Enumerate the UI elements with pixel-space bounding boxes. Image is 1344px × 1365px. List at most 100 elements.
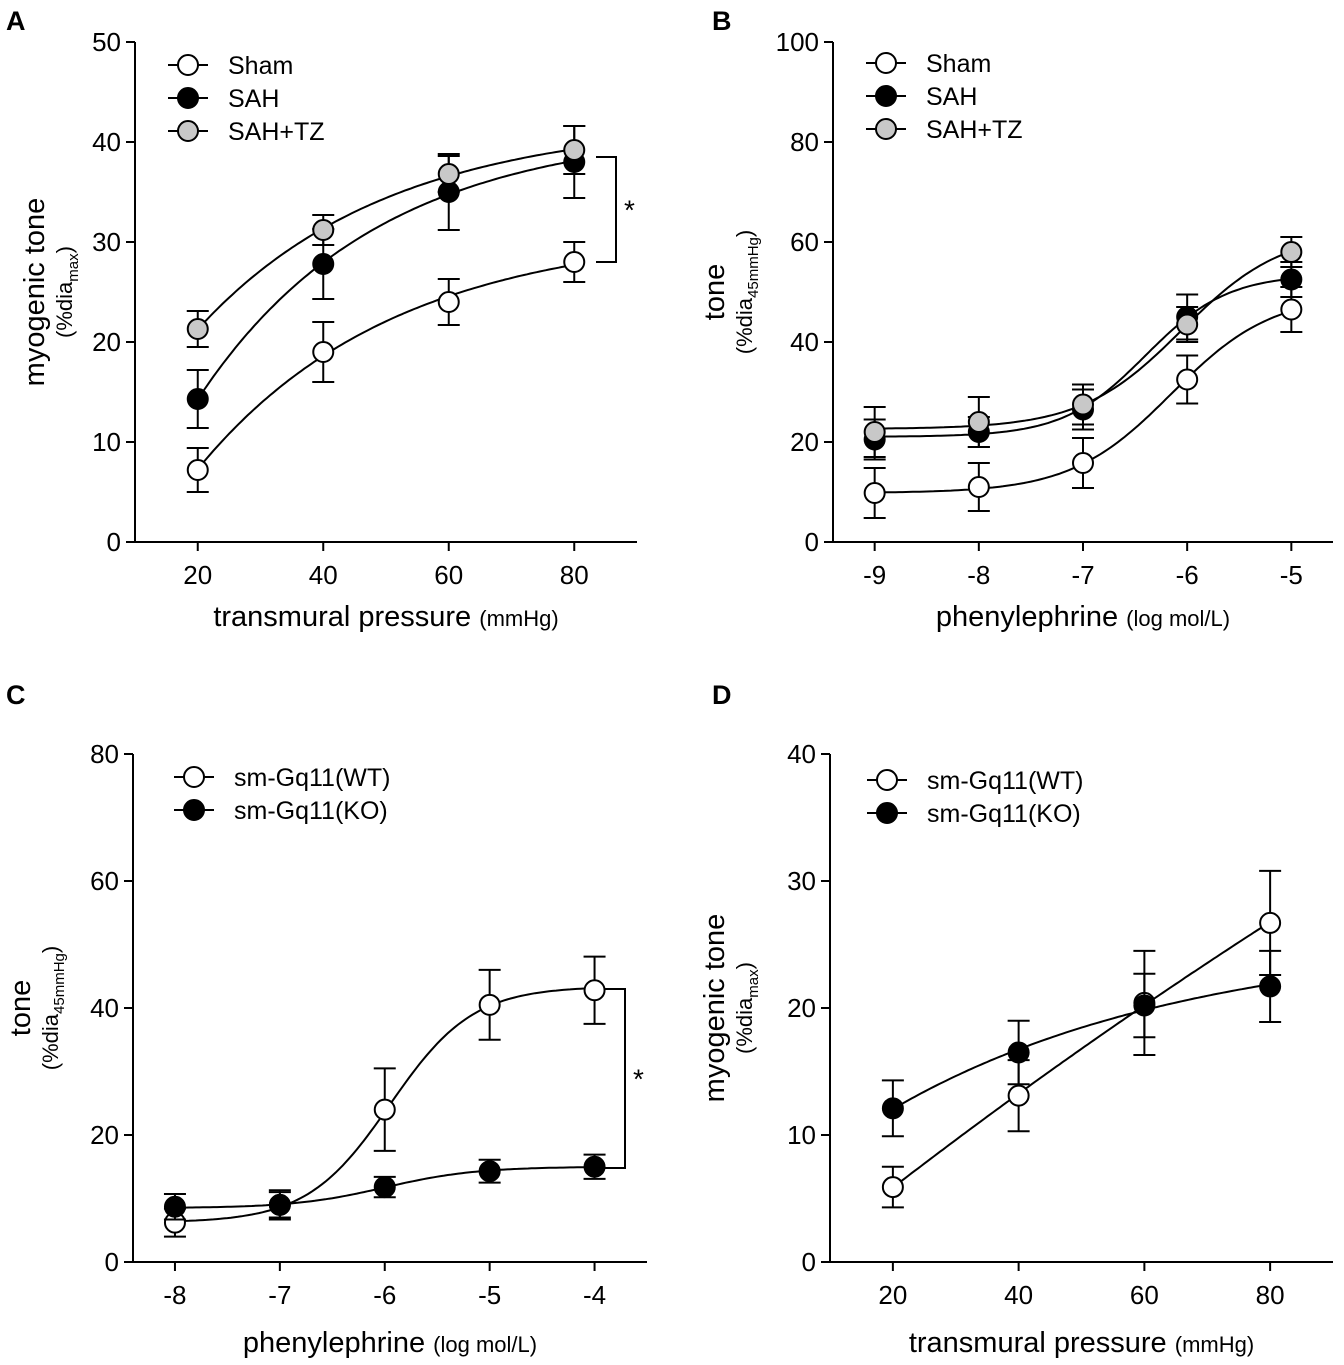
panel-b-y-tick-label: 40 xyxy=(790,327,819,357)
panel-a-legend-label: Sham xyxy=(228,52,293,80)
panel-a-legend-marker xyxy=(177,87,199,109)
panel-c-y-axis-title: tone xyxy=(5,980,37,1036)
panel-a-data-point xyxy=(312,341,335,363)
panel-a-x-tick-label: 60 xyxy=(434,560,463,590)
panel-c-significance-star: * xyxy=(633,1063,644,1094)
panel-c-x-tick-label: -6 xyxy=(373,1280,396,1310)
panel-c-x-tick-label: -5 xyxy=(478,1280,501,1310)
panel-b-data-point xyxy=(967,476,990,498)
panel-a-y-tick-label: 10 xyxy=(92,427,121,457)
panel-d-y-axis-unit: (%diamax) xyxy=(732,962,762,1054)
panel-c-legend-marker xyxy=(183,799,205,821)
panel-d-legend-marker xyxy=(876,802,898,824)
panel-d-legend-marker xyxy=(876,769,898,791)
panel-b-data-point xyxy=(1280,241,1303,263)
panel-a-y-axis-title: myogenic tone xyxy=(19,198,51,387)
panel-d-y-tick-label: 0 xyxy=(802,1247,816,1277)
panel-d-y-tick-label: 40 xyxy=(787,739,816,769)
panel-b-y-tick-label: 60 xyxy=(790,227,819,257)
panel-c-letter: C xyxy=(6,680,26,710)
panel-d-y-tick-label: 10 xyxy=(787,1120,816,1150)
panel-d-data-point xyxy=(1259,911,1282,934)
panel-b-letter: B xyxy=(712,6,732,36)
panel-c: C 0 20 40 60 80 -8 -7 -6 -5 -4 phenylephrine (log … xyxy=(5,680,647,1359)
panel-a-x-tick-label: 40 xyxy=(309,560,338,590)
panel-d-data-point xyxy=(881,1176,904,1199)
panel-d-x-tick-label: 60 xyxy=(1130,1280,1159,1310)
panel-a-fit-line-sah-tz xyxy=(197,148,575,331)
panel-a-data-point xyxy=(186,318,209,340)
panel-c-data-point xyxy=(478,1160,501,1183)
panel-b-data-point xyxy=(1280,268,1303,291)
panel-a-fit-line-sham xyxy=(197,263,575,470)
panel-a-fit-line-sah xyxy=(196,159,575,400)
panel-a-data-point xyxy=(312,219,335,241)
panel-d-y-tick-label: 20 xyxy=(787,993,816,1023)
panel-a-legend-marker xyxy=(177,54,199,76)
panel-b-y-tick-label: 0 xyxy=(805,527,819,557)
panel-b-data-point xyxy=(1176,313,1199,336)
panel-c-data-point xyxy=(373,1176,396,1199)
panel-c-x-tick-label: -4 xyxy=(583,1280,606,1310)
panel-a-y-axis-unit: (%diamax) xyxy=(52,246,82,338)
panel-a-data-point xyxy=(312,253,335,275)
panel-c-data-point xyxy=(478,993,501,1016)
panel-b-legend-marker xyxy=(875,85,897,107)
panel-b-x-tick-label: -6 xyxy=(1176,560,1199,590)
panel-c-data-point xyxy=(163,1195,186,1218)
panel-b-data-point xyxy=(1072,452,1094,474)
panel-d-x-tick-label: 40 xyxy=(1004,1280,1033,1310)
panel-a-x-tick-label: 80 xyxy=(560,560,589,590)
panel-b-x-tick-label: -5 xyxy=(1280,560,1303,590)
panel-c-y-tick-label: 40 xyxy=(90,993,119,1023)
panel-b-y-tick-label: 100 xyxy=(776,27,819,57)
panel-b-y-axis-unit: (%dia45mmHg) xyxy=(732,230,762,354)
panel-d-x-axis-title: transmural pressure (mmHg) xyxy=(909,1327,1254,1359)
panel-c-y-tick-label: 80 xyxy=(90,739,119,769)
panel-b-legend-label: SAH xyxy=(926,83,977,111)
panel-b-data-point xyxy=(1176,368,1199,391)
panel-a-legend-label: SAH xyxy=(228,85,279,113)
panel-a-legend-label: SAH+TZ xyxy=(228,118,325,146)
panel-d-y-axis-title: myogenic tone xyxy=(699,914,731,1103)
panel-a-data-point xyxy=(186,388,209,410)
panel-b-y-tick-label: 20 xyxy=(790,427,819,457)
panel-a-letter: A xyxy=(6,6,26,36)
panel-b-data-point xyxy=(967,411,990,433)
panel-d-x-tick-label: 20 xyxy=(878,1280,907,1310)
panel-a-y-tick-label: 20 xyxy=(92,327,121,357)
panel-b-x-axis-title: phenylephrine (log mol/L) xyxy=(936,601,1230,633)
panel-c-data-point xyxy=(268,1193,291,1216)
panel-c-y-tick-label: 60 xyxy=(90,866,119,896)
panel-a-y-tick-label: 50 xyxy=(92,27,121,57)
panel-c-legend-marker xyxy=(183,766,205,788)
panel-a-data-point xyxy=(437,163,460,185)
panel-b: B 0 20 40 60 80 100 -9 -8 -7 -6 -5 phenylephrine (l… xyxy=(699,6,1333,633)
panel-c-legend-label: sm-Gq11(KO) xyxy=(234,797,388,825)
panel-a-y-tick-label: 30 xyxy=(92,227,121,257)
panel-a-significance-star: * xyxy=(624,195,635,226)
panel-b-x-tick-label: -7 xyxy=(1071,560,1094,590)
panel-b-data-point xyxy=(863,421,886,443)
panel-c-x-tick-label: -7 xyxy=(268,1280,291,1310)
panel-c-data-point xyxy=(583,979,606,1002)
panel-a-x-tick-label: 20 xyxy=(183,560,212,590)
panel-b-data-point xyxy=(1280,298,1303,321)
panel-d-x-tick-label: 80 xyxy=(1256,1280,1285,1310)
panel-d-data-point xyxy=(1007,1041,1030,1064)
panel-c-x-tick-label: -8 xyxy=(163,1280,186,1310)
panel-d-data-point xyxy=(881,1097,904,1120)
panel-c-x-axis-title: phenylephrine (log mol/L) xyxy=(243,1327,537,1359)
panel-b-legend-marker xyxy=(875,52,897,74)
panel-b-legend-label: Sham xyxy=(926,50,991,78)
panel-d-data-point xyxy=(1007,1084,1030,1107)
panel-c-data-point xyxy=(373,1098,396,1121)
panel-b-x-tick-label: -9 xyxy=(863,560,886,590)
panel-a-data-point xyxy=(437,291,460,313)
panel-c-y-axis-unit: (%dia45mmHg) xyxy=(38,946,68,1070)
panel-d-fit-line-sm-gq11-wt- xyxy=(892,921,1271,1189)
panel-b-data-point xyxy=(863,482,886,504)
